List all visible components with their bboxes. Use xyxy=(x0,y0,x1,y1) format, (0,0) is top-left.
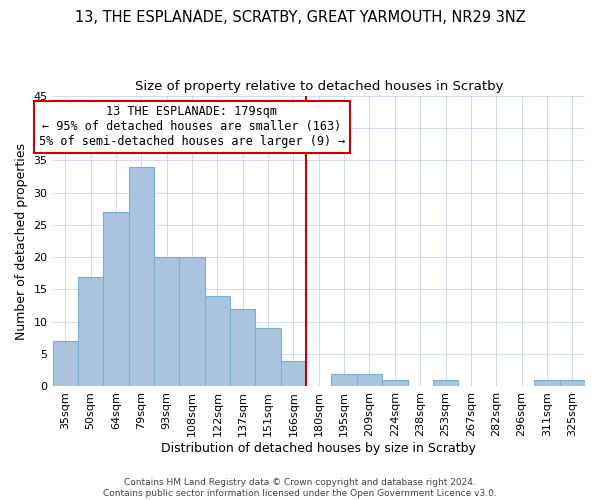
Bar xyxy=(179,257,205,386)
Bar xyxy=(382,380,407,386)
Bar xyxy=(128,166,154,386)
X-axis label: Distribution of detached houses by size in Scratby: Distribution of detached houses by size … xyxy=(161,442,476,455)
Bar xyxy=(534,380,560,386)
Bar xyxy=(281,360,306,386)
Bar xyxy=(357,374,382,386)
Text: 13 THE ESPLANADE: 179sqm
← 95% of detached houses are smaller (163)
5% of semi-d: 13 THE ESPLANADE: 179sqm ← 95% of detach… xyxy=(39,106,345,148)
Bar xyxy=(230,309,256,386)
Text: Contains HM Land Registry data © Crown copyright and database right 2024.
Contai: Contains HM Land Registry data © Crown c… xyxy=(103,478,497,498)
Bar xyxy=(560,380,585,386)
Bar xyxy=(103,212,128,386)
Bar xyxy=(256,328,281,386)
Text: 13, THE ESPLANADE, SCRATBY, GREAT YARMOUTH, NR29 3NZ: 13, THE ESPLANADE, SCRATBY, GREAT YARMOU… xyxy=(74,10,526,25)
Bar xyxy=(154,257,179,386)
Bar xyxy=(53,341,78,386)
Title: Size of property relative to detached houses in Scratby: Size of property relative to detached ho… xyxy=(134,80,503,93)
Bar xyxy=(331,374,357,386)
Bar xyxy=(78,276,103,386)
Bar xyxy=(433,380,458,386)
Bar xyxy=(205,296,230,386)
Y-axis label: Number of detached properties: Number of detached properties xyxy=(15,142,28,340)
